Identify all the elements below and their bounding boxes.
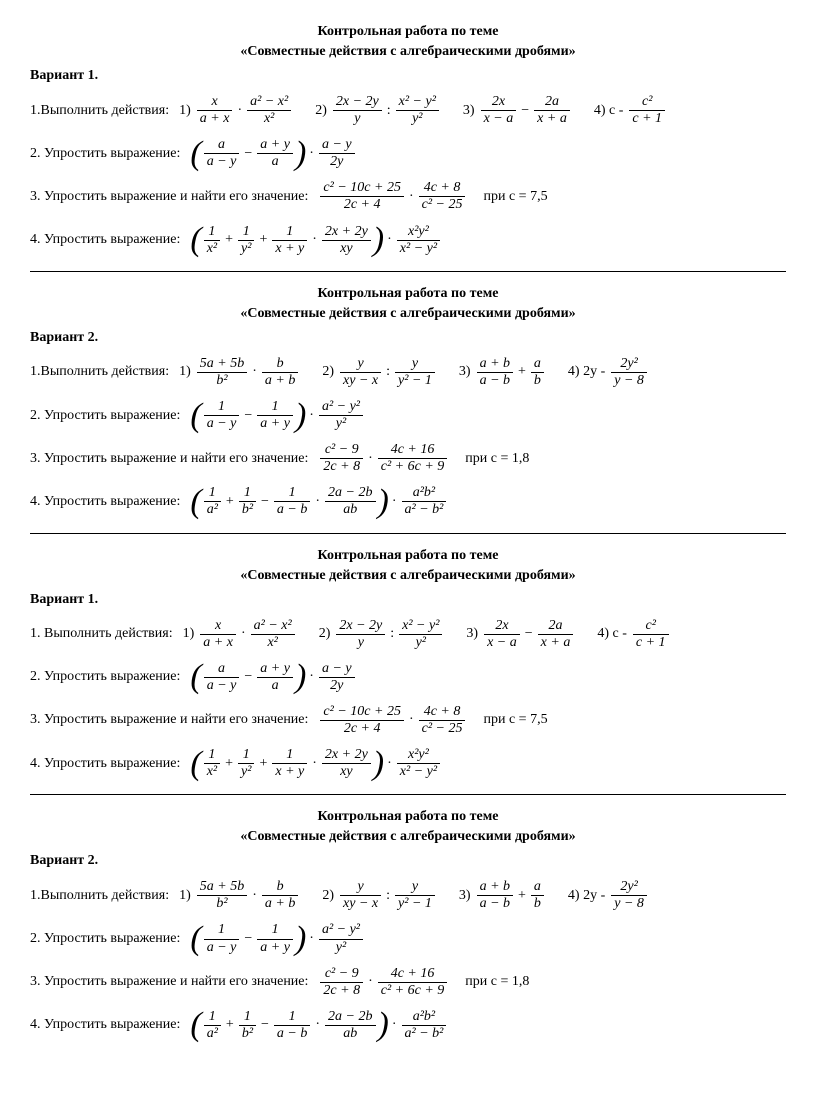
separator: [30, 271, 786, 272]
v1-task4: 4. Упростить выражение: ( 1x² + 1y² + 1x…: [30, 224, 786, 257]
separator: [30, 794, 786, 795]
variant-2-heading: Вариант 2.: [30, 330, 786, 346]
v2-task3: 3. Упростить выражение и найти его значе…: [30, 442, 786, 475]
v1-task1: 1.Выполнить действия: 1) xa + x · a² − x…: [30, 94, 786, 127]
variant-1-heading-copy: Вариант 1.: [30, 592, 786, 608]
variant-2-heading-copy: Вариант 2.: [30, 853, 786, 869]
v2-task1: 1.Выполнить действия: 1) 5a + 5bb² · ba …: [30, 356, 786, 389]
v1-t3-cond: при с = 7,5: [483, 189, 547, 205]
title-line-1b: Контрольная работа по теме: [30, 286, 786, 302]
v2-task2: 2. Упростить выражение: ( 1a − y − 1a + …: [30, 399, 786, 432]
title-line-1: Контрольная работа по теме: [30, 24, 786, 40]
task4-label: 4. Упростить выражение:: [30, 232, 180, 248]
task2-label: 2. Упростить выражение:: [30, 146, 180, 162]
task3-label: 3. Упростить выражение и найти его значе…: [30, 189, 308, 205]
variant-1-heading: Вариант 1.: [30, 68, 786, 84]
separator: [30, 533, 786, 534]
v1-task3: 3. Упростить выражение и найти его значе…: [30, 180, 786, 213]
task1-label: 1.Выполнить действия:: [30, 103, 169, 119]
title-line-2b: «Совместные действия с алгебраическими д…: [30, 306, 786, 322]
v1-task2: 2. Упростить выражение: ( aa − y − a + y…: [30, 137, 786, 170]
v2-task4: 4. Упростить выражение: ( 1a² + 1b² − 1a…: [30, 485, 786, 518]
title-line-2: «Совместные действия с алгебраическими д…: [30, 44, 786, 60]
